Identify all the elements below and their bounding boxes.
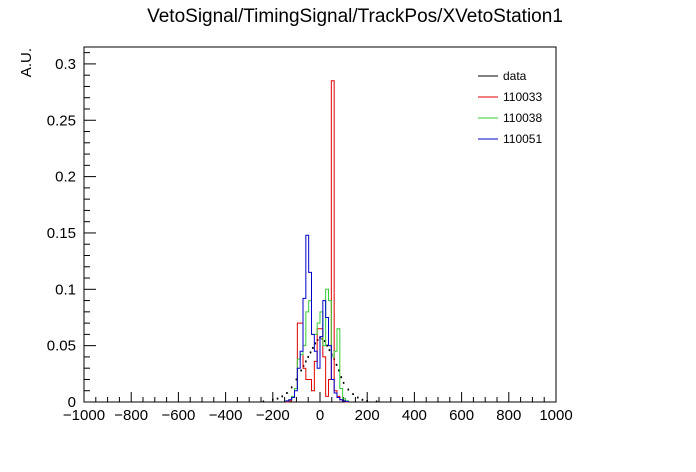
x-tick-label: 400 [402, 407, 427, 424]
x-tick-label: 600 [449, 407, 474, 424]
x-tick-label: −400 [209, 407, 243, 424]
data-point-marker [328, 349, 331, 351]
series-line [285, 288, 349, 402]
x-tick-label: −200 [256, 407, 290, 424]
x-tick-label: 0 [316, 407, 324, 424]
y-axis: 0 0.05 0.1 0.15 0.2 0.25 0.3 [47, 52, 96, 411]
data-point-marker [326, 344, 328, 347]
data-point-marker [361, 398, 364, 401]
y-tick-label: 0.05 [47, 338, 76, 355]
y-tick-label: 0 [68, 394, 76, 411]
data-point-marker [314, 342, 317, 345]
data-point-marker [295, 378, 298, 381]
data-point-marker [305, 360, 307, 363]
series-110038 [285, 288, 349, 402]
data-point-marker [312, 347, 314, 349]
x-tick-label: 800 [496, 407, 521, 424]
data-point-marker [347, 388, 350, 391]
series-110051 [285, 234, 349, 402]
y-tick-label: 0.25 [47, 112, 76, 129]
legend-item: 110038 [478, 111, 542, 125]
data-point-marker [352, 393, 354, 395]
data-point-marker [290, 386, 293, 389]
data-point-marker [338, 369, 340, 372]
data-point-marker [356, 396, 359, 399]
x-tick-label: −600 [162, 407, 196, 424]
data-point-marker [335, 364, 338, 366]
series-layer [262, 80, 378, 403]
data-point-marker [286, 392, 288, 394]
legend-item: data [478, 69, 527, 83]
x-tick-label: −800 [114, 407, 148, 424]
chart-title: VetoSignal/TimingSignal/TrackPos/XVetoSt… [147, 6, 563, 27]
x-tick-label: −1000 [63, 407, 105, 424]
legend-label: 110033 [503, 90, 542, 104]
legend-label: 110051 [503, 132, 542, 146]
y-tick-label: 0.3 [55, 56, 76, 73]
data-point-marker [307, 356, 309, 358]
y-axis-title: A.U. [18, 48, 35, 77]
legend-label: 110038 [503, 111, 542, 125]
legend-item: 110051 [478, 132, 542, 146]
x-tick-label: 1000 [539, 407, 572, 424]
legend-item: 110033 [478, 90, 542, 104]
legend-label: data [503, 69, 527, 83]
x-tick-label: 200 [355, 407, 380, 424]
data-point-marker [309, 351, 312, 354]
data-point-marker [276, 397, 279, 400]
y-tick-label: 0.15 [47, 225, 76, 242]
series-line [285, 234, 349, 402]
data-point-marker [340, 376, 343, 379]
data-point-marker [375, 400, 378, 403]
data-point-marker [272, 398, 274, 401]
data-point-marker [281, 395, 284, 398]
y-tick-label: 0.1 [55, 281, 76, 298]
legend: data 110033 110038 110051 [478, 69, 542, 146]
y-tick-label: 0.2 [55, 169, 76, 186]
data-point-marker [342, 382, 345, 384]
data-point-marker [323, 340, 326, 342]
data-point-marker [366, 400, 368, 402]
x-axis: −1000 −800 −600 −400 −200 0 200 400 600 800 1000 [63, 392, 573, 424]
data-point-marker [262, 400, 265, 403]
data-point-marker [300, 369, 302, 372]
